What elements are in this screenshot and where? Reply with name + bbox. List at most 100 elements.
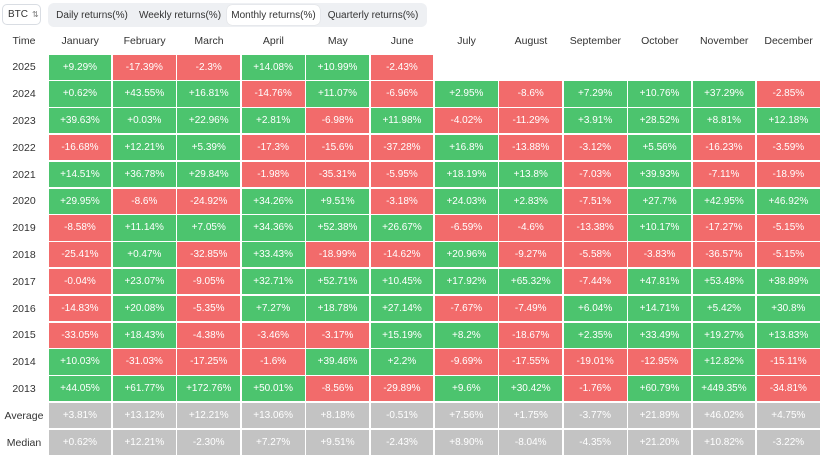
return-cell: -3.12% xyxy=(563,134,627,161)
return-cell: +8.81% xyxy=(692,108,756,134)
stat-cell: +10.82% xyxy=(692,429,756,455)
return-cell: +65.32% xyxy=(499,268,563,295)
stat-cell: -8.04% xyxy=(499,429,563,455)
stat-cell: +21.89% xyxy=(628,402,691,429)
tab-quarterly-returns[interactable]: Quarterly returns(%) xyxy=(324,5,422,25)
return-cell: -5.15% xyxy=(756,215,820,241)
stat-cell: +46.02% xyxy=(692,402,756,429)
return-cell: -8.56% xyxy=(306,376,369,402)
return-cell: +27.14% xyxy=(370,295,434,321)
return-cell: +39.46% xyxy=(306,349,369,375)
return-cell: +37.29% xyxy=(692,81,756,107)
return-cell: -6.59% xyxy=(434,215,498,241)
return-cell: +16.81% xyxy=(177,81,241,107)
return-cell: +10.17% xyxy=(628,215,691,241)
return-cell: +18.78% xyxy=(306,295,369,321)
return-cell: +9.51% xyxy=(306,188,369,214)
return-cell: -2.3% xyxy=(177,54,241,80)
month-header: December xyxy=(764,35,813,47)
stat-label: Median xyxy=(6,436,42,449)
return-cell: -14.76% xyxy=(241,81,305,107)
tab-daily-returns[interactable]: Daily returns(%) xyxy=(52,5,132,25)
return-cell: +19.27% xyxy=(692,322,756,348)
return-cell: -12.95% xyxy=(628,349,691,375)
tab-label: Quarterly returns(%) xyxy=(327,9,419,21)
return-cell: -18.67% xyxy=(499,322,563,348)
year-label: 2016 xyxy=(12,302,36,315)
asset-selector[interactable]: BTC ⇅ xyxy=(2,4,41,25)
tab-monthly-returns[interactable]: Monthly returns(%) xyxy=(227,5,320,25)
return-cell: -33.05% xyxy=(48,322,112,348)
stat-cell: +12.21% xyxy=(112,429,176,455)
return-cell: -5.35% xyxy=(177,295,241,321)
return-cell: +60.79% xyxy=(628,376,691,402)
year-label: 2023 xyxy=(12,114,36,127)
year-label: 2021 xyxy=(12,168,36,181)
return-cell: -2.43% xyxy=(370,54,434,80)
return-cell: -7.67% xyxy=(434,295,498,321)
return-cell: -18.9% xyxy=(756,161,820,187)
tab-label: Monthly returns(%) xyxy=(231,9,316,21)
tab-weekly-returns[interactable]: Weekly returns(%) xyxy=(136,5,224,25)
return-cell: +12.18% xyxy=(756,108,820,134)
return-cell: -18.99% xyxy=(306,242,369,268)
return-cell: +46.92% xyxy=(756,188,820,214)
return-cell: -36.57% xyxy=(692,242,756,268)
return-cell: -1.98% xyxy=(241,161,305,187)
month-header: September xyxy=(569,35,622,47)
return-cell: +34.26% xyxy=(241,188,305,214)
return-cell: +11.98% xyxy=(370,108,434,134)
return-cell: +2.35% xyxy=(563,322,627,348)
return-cell: +17.92% xyxy=(434,268,498,295)
return-cell: +10.99% xyxy=(306,54,369,80)
month-header: June xyxy=(390,35,414,47)
return-cell: +6.04% xyxy=(563,295,627,321)
return-cell: -5.15% xyxy=(756,242,820,268)
return-cell: +0.47% xyxy=(112,242,176,268)
return-cell: +32.71% xyxy=(241,268,305,295)
return-cell: -3.46% xyxy=(241,322,305,348)
return-cell: -15.6% xyxy=(306,134,369,161)
return-cell: +26.67% xyxy=(370,215,434,241)
return-cell: +42.95% xyxy=(692,188,756,214)
return-cell: -17.27% xyxy=(692,215,756,241)
return-cell: +50.01% xyxy=(241,376,305,402)
stat-cell: +4.75% xyxy=(756,402,820,429)
return-cell: +39.93% xyxy=(628,161,691,187)
return-cell: +29.95% xyxy=(48,188,112,214)
return-cell: +47.81% xyxy=(628,268,691,295)
return-cell: -4.02% xyxy=(434,108,498,134)
return-cell: +52.38% xyxy=(306,215,369,241)
return-cell: +18.43% xyxy=(112,322,176,348)
return-cell: -8.58% xyxy=(48,215,112,241)
return-cell: -9.69% xyxy=(434,349,498,375)
return-cell: +34.36% xyxy=(241,215,305,241)
return-cell: +0.03% xyxy=(112,108,176,134)
return-cell: +29.84% xyxy=(177,161,241,187)
stat-cell: -0.51% xyxy=(370,402,434,429)
return-cell: +33.43% xyxy=(241,242,305,268)
stat-cell: -2.43% xyxy=(370,429,434,455)
year-label: 2017 xyxy=(12,275,36,288)
return-cell: +43.55% xyxy=(112,81,176,107)
return-cell: -7.11% xyxy=(692,161,756,187)
stat-cell: +8.90% xyxy=(434,429,498,455)
stat-cell: +1.75% xyxy=(499,402,563,429)
month-header: January xyxy=(61,35,99,47)
year-label: 2013 xyxy=(12,382,36,395)
return-cell: +8.2% xyxy=(434,322,498,348)
return-cell: +5.42% xyxy=(692,295,756,321)
year-label: 2019 xyxy=(12,222,36,235)
return-cell: -7.51% xyxy=(563,188,627,214)
return-cell: +3.91% xyxy=(563,108,627,134)
stat-cell: +8.18% xyxy=(306,402,369,429)
tab-label: Weekly returns(%) xyxy=(138,9,222,21)
return-cell: +2.95% xyxy=(434,81,498,107)
return-cell: +7.05% xyxy=(177,215,241,241)
return-cell: +14.71% xyxy=(628,295,691,321)
month-header: November xyxy=(699,35,749,47)
return-cell: -35.31% xyxy=(306,161,369,187)
year-label: 2025 xyxy=(12,61,36,74)
stat-cell: -4.35% xyxy=(563,429,627,455)
